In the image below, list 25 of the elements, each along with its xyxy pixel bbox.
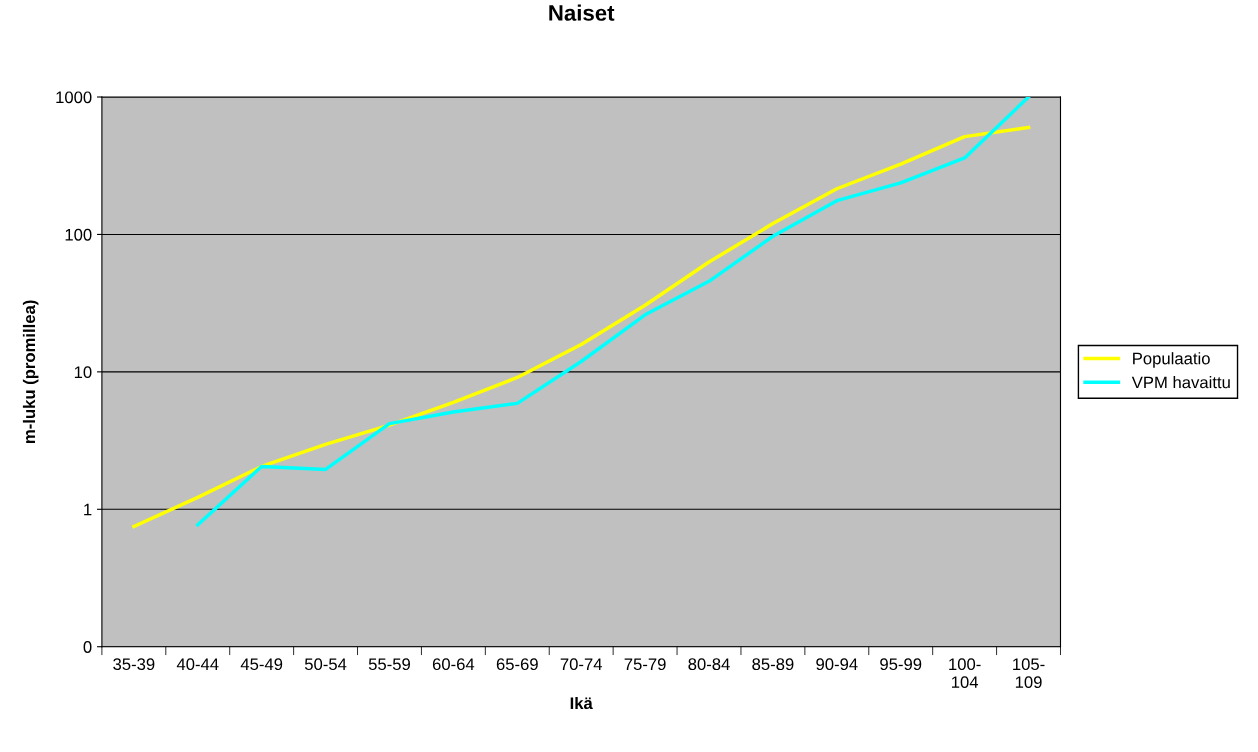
y-tick-label: 100	[65, 228, 92, 241]
x-tick-label: 100- 104	[949, 658, 981, 689]
y-tick-label: 10	[74, 366, 92, 379]
chart-title: Naiset	[549, 4, 615, 21]
x-tick-label: 50-54	[304, 658, 347, 671]
x-tick-label: 80-84	[688, 658, 730, 671]
legend-label: Populaatio	[1133, 352, 1210, 368]
x-tick-label: 105- 109	[1013, 658, 1045, 689]
x-tick-label: 45-49	[240, 658, 283, 671]
x-tick-label: 65-69	[496, 658, 538, 671]
x-tick-label: 70-74	[560, 658, 603, 671]
y-axis-title: m-luku (promillea)	[22, 300, 39, 443]
x-tick-label: 75-79	[624, 658, 666, 671]
x-tick-label: 35-39	[113, 658, 155, 671]
x-axis-title: Ikä	[570, 696, 593, 710]
y-tick-label: 0	[83, 641, 92, 653]
x-tick-label: 90-94	[816, 658, 858, 671]
y-tick-label: 1000	[56, 91, 92, 104]
x-tick-label: 95-99	[880, 658, 922, 671]
x-tick-label: 60-64	[432, 658, 475, 671]
x-tick-label: 40-44	[176, 658, 219, 671]
x-tick-label: 85-89	[752, 658, 794, 671]
legend-label: VPM havaittu	[1131, 376, 1230, 389]
y-tick-label: 1	[84, 503, 92, 516]
x-tick-label: 55-59	[368, 658, 410, 671]
